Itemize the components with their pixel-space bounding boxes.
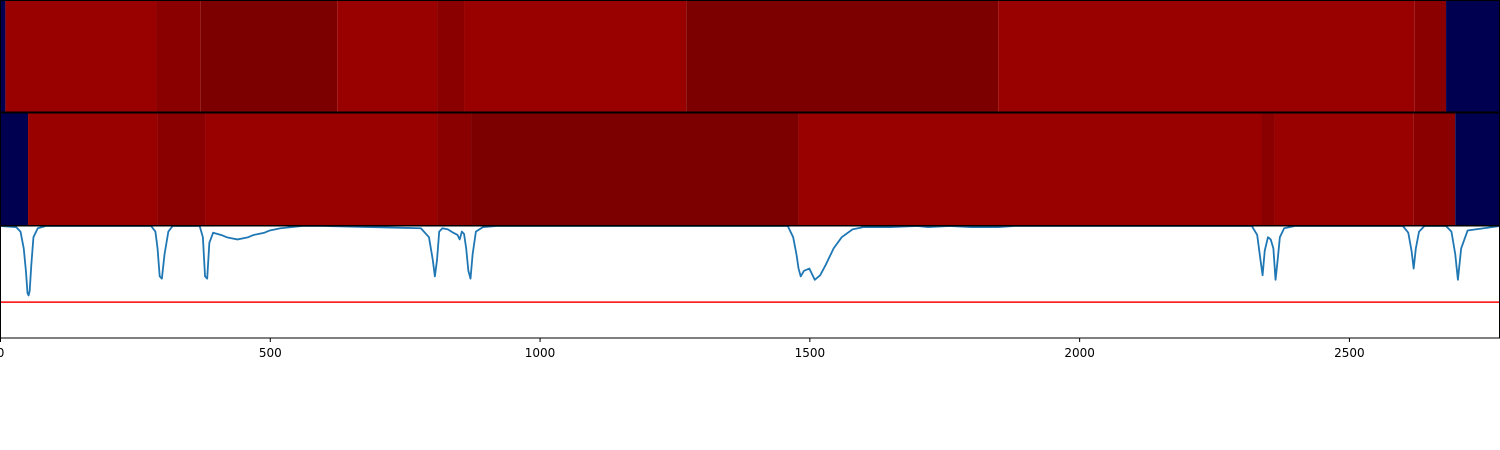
middle-band-3 <box>205 113 438 226</box>
x-tick-label-2500: 2500 <box>1334 346 1365 360</box>
middle-band-5 <box>471 113 799 226</box>
top-band-3 <box>200 0 338 112</box>
top-band-9 <box>1414 0 1447 112</box>
top-band-8 <box>998 0 1415 112</box>
x-axis: 0 500 1000 1500 2000 2500 <box>0 338 1365 360</box>
line-marks <box>0 225 1500 297</box>
x-tick-label-2000: 2000 <box>1064 346 1095 360</box>
top-band-10 <box>1446 0 1500 112</box>
top-band-6 <box>464 0 687 112</box>
top-band-2 <box>156 0 201 112</box>
heatmap-top <box>0 0 1500 112</box>
series-line-0 <box>0 225 1500 297</box>
middle-band-8 <box>1274 113 1414 226</box>
x-tick-label-1000: 1000 <box>525 346 556 360</box>
middle-band-4 <box>437 113 472 226</box>
line-panel-background <box>0 226 1500 338</box>
middle-band-6 <box>798 113 1262 226</box>
top-band-4 <box>337 0 438 112</box>
top-band-1 <box>5 0 157 112</box>
x-tick-label-0: 0 <box>0 346 4 360</box>
top-band-5 <box>437 0 465 112</box>
middle-band-2 <box>157 113 206 226</box>
top-band-7 <box>686 0 999 112</box>
x-tick-label-500: 500 <box>259 346 282 360</box>
middle-band-9 <box>1413 113 1456 226</box>
heatmap-middle <box>0 113 1500 226</box>
middle-band-0 <box>0 113 29 226</box>
middle-band-10 <box>1455 113 1500 226</box>
middle-band-1 <box>28 113 158 226</box>
x-tick-label-1500: 1500 <box>795 346 826 360</box>
middle-band-7 <box>1261 113 1275 226</box>
line-panel <box>0 225 1500 339</box>
top-band-0 <box>0 0 6 112</box>
